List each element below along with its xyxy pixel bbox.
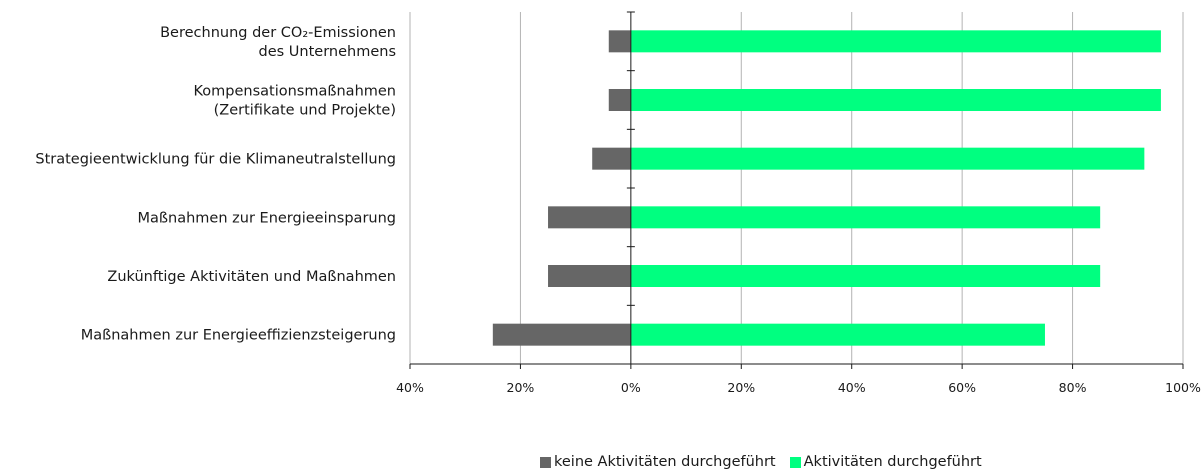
category-label: Zukünftige Aktivitäten und Maßnahmen — [107, 269, 396, 285]
legend-item-keine: keine Aktivitäten durchgeführt — [540, 454, 776, 470]
axes — [409, 11, 1184, 369]
bar-aktivitaeten — [630, 89, 1161, 111]
legend-item-aktivitaeten: Aktivitäten durchgeführt — [789, 454, 982, 470]
x-tick-label: 40% — [838, 380, 866, 395]
category-label: Berechnung der CO₂-Emissionen des Unterne… — [160, 25, 396, 60]
bar-keine-aktivitaeten — [608, 89, 631, 111]
x-tick-label: 60% — [948, 380, 976, 395]
x-tick-label: 80% — [1059, 380, 1087, 395]
x-tick-label: 20% — [727, 380, 755, 395]
bar-keine-aktivitaeten — [548, 265, 631, 287]
legend-swatch-keine — [540, 456, 551, 468]
x-tick-label: 20% — [507, 380, 535, 395]
category-labels: Berechnung der CO₂-Emissionen des Unterne… — [35, 25, 396, 344]
legend-label-aktivitaeten: Aktivitäten durchgeführt — [803, 454, 982, 470]
bar-keine-aktivitaeten — [548, 206, 631, 229]
bar-aktivitaeten — [630, 265, 1101, 287]
x-tick-labels: 40% 20% 0% 20% 40% 60% 80% 100% — [396, 380, 1201, 395]
category-label: Kompensationsmaßnahmen (Zertifikate und P… — [193, 84, 396, 119]
legend-swatch-aktivitaeten — [789, 456, 801, 468]
bar-aktivitaeten — [630, 30, 1161, 53]
bar-keine-aktivitaeten — [492, 323, 631, 346]
chart: Berechnung der CO₂-Emissionen des Unterne… — [35, 11, 1201, 395]
bar-aktivitaeten — [630, 147, 1145, 170]
category-label: Maßnahmen zur Energieeinsparung — [138, 210, 396, 226]
bars — [492, 30, 1161, 346]
x-tick-label: 0% — [621, 380, 641, 395]
category-label: Strategieentwicklung für die Klimaneutra… — [35, 152, 396, 168]
x-tick-label: 100% — [1165, 380, 1201, 395]
bar-aktivitaeten — [630, 206, 1101, 229]
gridlines — [409, 12, 1184, 364]
bar-keine-aktivitaeten — [592, 147, 631, 170]
legend-label-keine: keine Aktivitäten durchgeführt — [554, 454, 776, 470]
bar-aktivitaeten — [630, 323, 1045, 346]
x-tick-label: 40% — [396, 380, 424, 395]
category-label: Maßnahmen zur Energieeffizienzsteigerung — [81, 328, 396, 344]
bar-keine-aktivitaeten — [608, 30, 631, 53]
legend: keine Aktivitäten durchgeführt Aktivität… — [540, 454, 996, 470]
